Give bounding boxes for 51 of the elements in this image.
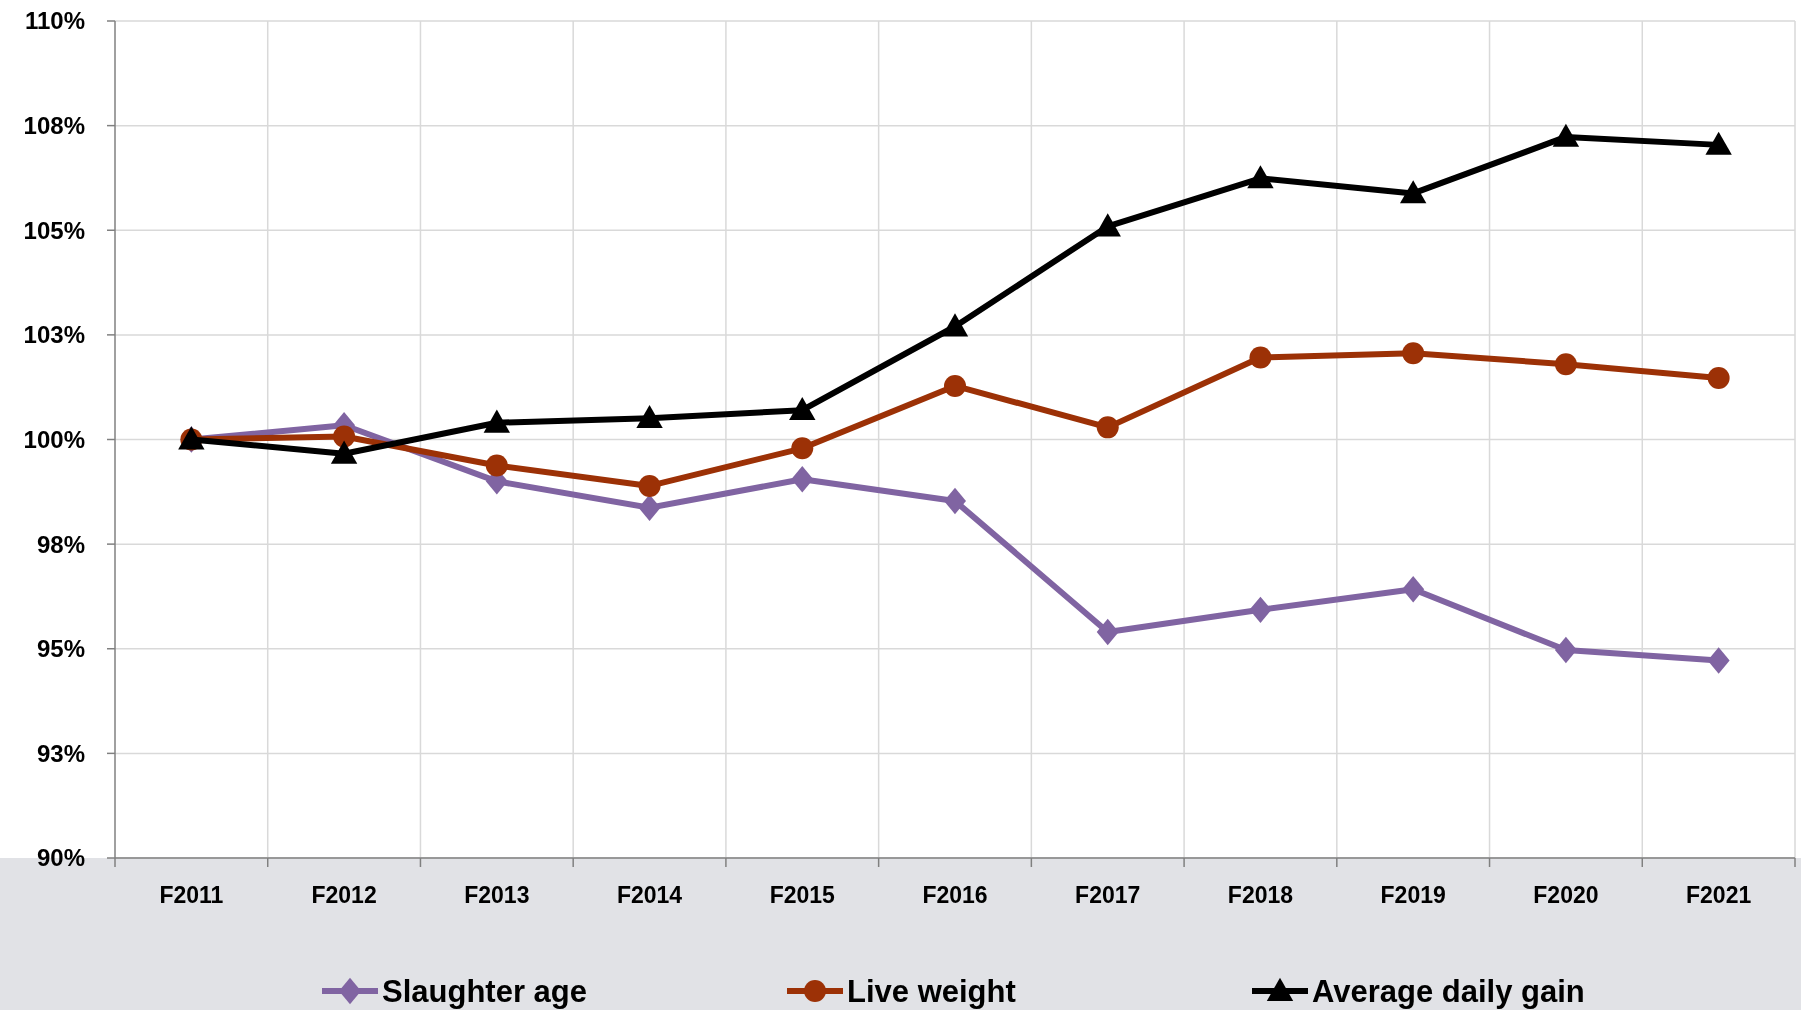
legend-label: Slaughter age bbox=[382, 973, 587, 1009]
y-tick-label: 110% bbox=[24, 7, 85, 35]
x-tick-label: F2016 bbox=[922, 882, 988, 909]
point bbox=[1249, 346, 1272, 369]
point bbox=[1249, 596, 1272, 624]
point bbox=[944, 374, 966, 397]
x-tick-label: F2015 bbox=[769, 882, 836, 909]
point bbox=[1705, 131, 1732, 155]
point bbox=[483, 409, 511, 433]
x-tick-label: F2013 bbox=[464, 882, 530, 909]
x-tick-label: F2017 bbox=[1075, 882, 1141, 909]
point bbox=[1399, 180, 1427, 204]
point bbox=[330, 440, 358, 464]
point bbox=[636, 404, 663, 429]
x-tick-label: F2014 bbox=[616, 882, 683, 909]
x-tick-label: F2020 bbox=[1533, 882, 1599, 909]
point bbox=[1247, 165, 1274, 189]
point bbox=[1554, 353, 1577, 376]
point bbox=[1096, 618, 1119, 646]
point bbox=[1707, 366, 1730, 389]
point bbox=[791, 437, 814, 460]
point bbox=[1554, 636, 1577, 664]
point bbox=[333, 425, 356, 448]
y-tick-label: 90% bbox=[36, 844, 85, 872]
y-tick-label: 108% bbox=[23, 112, 85, 140]
x-tick-label: F2018 bbox=[1227, 882, 1294, 909]
point bbox=[791, 466, 814, 493]
point bbox=[1096, 416, 1119, 439]
point bbox=[1707, 647, 1730, 674]
y-tick-label: 103% bbox=[23, 321, 85, 349]
point bbox=[1402, 576, 1425, 603]
x-tick-label: F2019 bbox=[1380, 882, 1446, 909]
x-tick-label: F2021 bbox=[1686, 882, 1752, 909]
y-tick-label: 98% bbox=[36, 530, 85, 558]
point bbox=[485, 454, 508, 477]
point bbox=[1552, 123, 1580, 147]
y-tick-label: 105% bbox=[23, 216, 85, 244]
point bbox=[944, 487, 966, 515]
y-tick-label: 93% bbox=[36, 739, 85, 767]
point bbox=[1402, 342, 1425, 365]
x-tick-label: F2012 bbox=[311, 882, 377, 909]
legend-label: Live weight bbox=[847, 973, 1016, 1009]
y-tick-label: 100% bbox=[23, 425, 85, 453]
point bbox=[941, 313, 969, 337]
x-tick-label: F2011 bbox=[159, 882, 224, 909]
point bbox=[638, 494, 661, 521]
y-tick-label: 95% bbox=[36, 635, 85, 663]
point bbox=[638, 474, 661, 497]
legend-label: Average daily gain bbox=[1312, 973, 1585, 1009]
point bbox=[789, 397, 816, 421]
point bbox=[1094, 213, 1121, 237]
